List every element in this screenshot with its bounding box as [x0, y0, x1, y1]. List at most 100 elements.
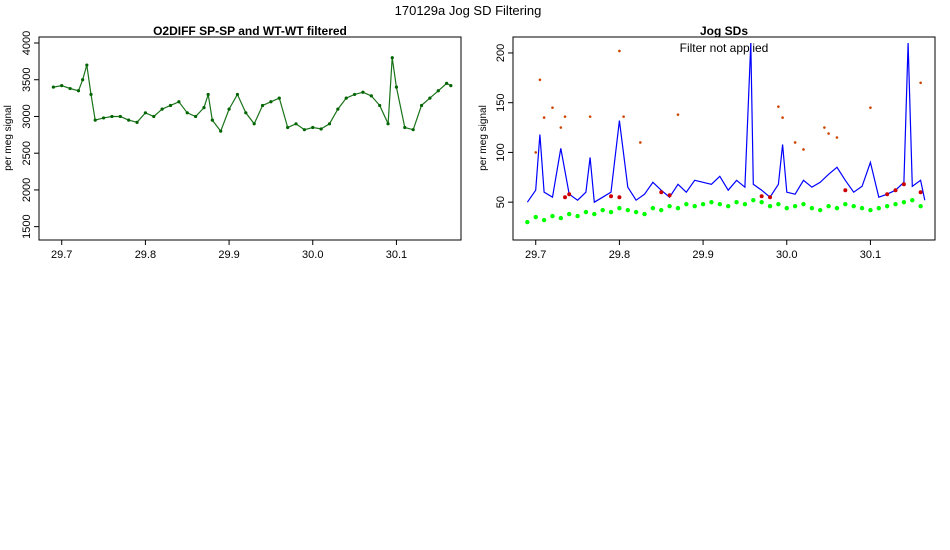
o2diff-point — [110, 114, 114, 119]
o2diff-point — [81, 78, 85, 82]
figure-suptitle: 170129a Jog SD Filtering — [395, 3, 542, 18]
sd-green-point — [700, 201, 706, 207]
sd-outlier-point — [793, 141, 797, 144]
o2diff-point — [403, 125, 407, 130]
o2diff-point — [436, 89, 440, 93]
sd-outlier-point — [551, 106, 554, 109]
sd-red-point — [609, 194, 614, 199]
sd-green-point — [642, 211, 647, 217]
right-chart-frame — [512, 36, 936, 241]
sd-green-point — [851, 203, 856, 209]
sd-red-point — [659, 190, 664, 195]
y-tick-label: 200 — [495, 44, 507, 62]
sd-outlier-point — [534, 151, 538, 154]
sd-green-point — [801, 201, 806, 207]
o2diff-point — [378, 103, 382, 108]
o2diff-point — [177, 100, 181, 104]
o2diff-point — [168, 103, 173, 108]
o2diff-point — [302, 128, 306, 132]
sd-red-point — [768, 195, 773, 200]
x-tick-label: 30.0 — [302, 249, 323, 261]
sd-green-point — [884, 203, 890, 209]
x-tick-label: 29.9 — [218, 249, 239, 261]
sd-green-point — [684, 201, 689, 207]
sd-green-point — [918, 203, 923, 209]
sd-outlier-point — [588, 115, 592, 118]
o2diff-point — [344, 96, 348, 100]
o2diff-point — [206, 92, 210, 97]
sd-outlier-point — [639, 141, 642, 144]
o2diff-signal-trace — [53, 57, 452, 133]
sd-green-point — [767, 203, 773, 209]
o2diff-point — [143, 111, 148, 115]
sd-green-point — [742, 201, 748, 207]
o2diff-point — [286, 125, 290, 130]
left-chart-title: O2DIFF SP-SP and WT-WT filtered — [153, 24, 347, 38]
sd-green-point — [868, 207, 873, 213]
sd-green-point — [575, 213, 580, 219]
x-tick-label: 29.7 — [51, 249, 72, 261]
o2diff-point — [277, 96, 281, 100]
o2diff-point — [194, 114, 198, 119]
sd-green-point — [734, 199, 739, 205]
o2diff-point — [394, 85, 399, 89]
o2diff-point — [449, 84, 453, 88]
o2diff-point — [352, 92, 357, 97]
sd-green-point — [667, 203, 672, 209]
sd-outlier-point — [781, 116, 784, 119]
sd-green-point — [617, 205, 622, 211]
sd-green-point — [692, 203, 697, 209]
sd-outlier-point — [622, 115, 625, 118]
right-chart-title: Jog SDs — [700, 24, 748, 38]
sd-red-point — [667, 193, 672, 198]
sd-red-point — [918, 190, 923, 195]
o2diff-point — [185, 111, 189, 115]
x-tick-label: 30.1 — [386, 249, 407, 261]
sd-outlier-point — [777, 105, 780, 108]
sd-green-point — [843, 201, 848, 207]
sd-red-point — [885, 192, 890, 197]
sd-outlier-point — [563, 115, 567, 118]
x-tick-label: 30.1 — [860, 249, 881, 261]
o2diff-point — [428, 96, 432, 100]
x-tick-label: 29.7 — [525, 249, 546, 261]
sd-green-point — [625, 207, 630, 213]
y-tick-label: 3500 — [21, 67, 33, 91]
sd-red-point — [893, 188, 898, 193]
o2diff-point — [269, 100, 273, 104]
sd-red-point — [563, 195, 568, 200]
sd-green-point — [558, 215, 564, 221]
o2diff-point — [227, 107, 231, 111]
sd-outlier-point — [542, 116, 546, 119]
sd-green-point — [541, 217, 547, 223]
sd-green-point — [675, 205, 681, 211]
sd-green-point — [525, 219, 530, 225]
sd-green-point — [717, 201, 723, 207]
o2diff-point — [294, 122, 298, 126]
y-tick-label: 3000 — [21, 104, 33, 128]
o2diff-point — [319, 127, 323, 131]
o2diff-point — [311, 125, 315, 130]
o2diff-point — [260, 103, 265, 108]
o2diff-point — [135, 120, 139, 124]
y-tick-label: 100 — [495, 143, 507, 161]
o2diff-point — [244, 111, 248, 115]
sd-green-point — [901, 199, 907, 205]
o2diff-point — [202, 106, 206, 110]
sd-red-point — [617, 195, 622, 200]
right-chart-marks: 29.7 29.8 29.9 30.0 30.1 50 100 150 200 — [495, 42, 926, 261]
o2diff-point — [390, 56, 394, 60]
o2diff-point — [361, 90, 365, 94]
sd-outlier-point — [869, 106, 872, 109]
sd-green-point — [759, 199, 764, 205]
sd-outlier-point — [676, 113, 680, 116]
sd-red-point — [901, 182, 906, 187]
o2diff-point — [76, 89, 81, 93]
sd-outlier-point — [827, 132, 830, 135]
sd-green-point — [709, 199, 714, 205]
sd-green-point — [809, 205, 815, 211]
o2diff-point — [235, 92, 240, 97]
jog-sd-line — [526, 42, 926, 204]
sd-green-point — [834, 205, 840, 211]
